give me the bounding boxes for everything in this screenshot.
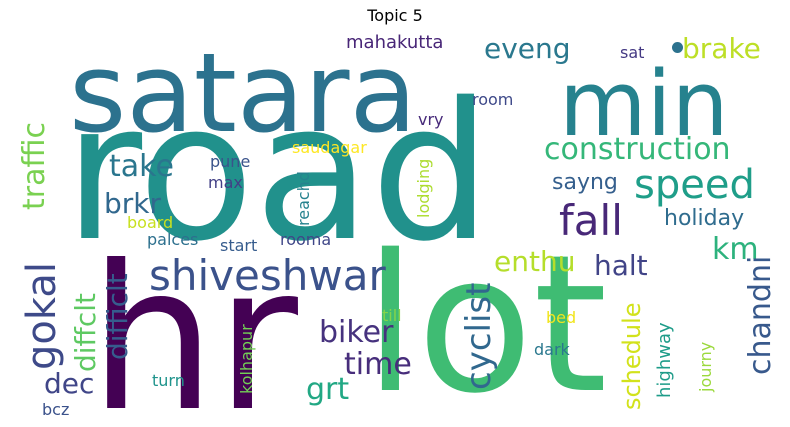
word-construction: construction — [544, 132, 731, 167]
word-cyclist: cyclist — [459, 282, 499, 390]
word-fall: fall — [559, 196, 623, 245]
word-bcz: bcz — [42, 400, 70, 418]
word-max: max — [208, 173, 243, 192]
word-start: start — [220, 236, 258, 255]
word-rooma: rooma — [280, 230, 332, 249]
word-min: min — [559, 52, 729, 157]
word-traffic: traffic — [17, 122, 52, 210]
word-till: till — [382, 306, 402, 325]
word-time: time — [344, 347, 412, 382]
word-difficlt: difficlt — [101, 273, 134, 360]
word-halt: halt — [594, 249, 648, 282]
word-chandni: chandni — [743, 255, 778, 375]
word-road: road — [64, 62, 492, 283]
word-enthu: enthu — [494, 245, 576, 278]
word-schedule: schedule — [618, 302, 646, 410]
word-hr: hr — [89, 223, 298, 419]
word-sayng: sayng — [552, 170, 618, 195]
word-dot — [672, 42, 683, 53]
word-cloud: road hr lot satara min shiveshwar speed … — [14, 30, 786, 419]
word-kolhapur: kolhapur — [237, 324, 256, 394]
word-dec: dec — [44, 367, 95, 400]
word-reachd: reachd — [294, 171, 313, 226]
word-board: board — [127, 213, 174, 232]
word-shiveshwar: shiveshwar — [149, 251, 386, 300]
word-eveng: eveng — [484, 32, 571, 65]
word-biker: biker — [319, 315, 394, 350]
word-take: take — [109, 149, 174, 184]
word-journy: journy — [696, 341, 715, 392]
word-brake: brake — [682, 32, 761, 65]
word-brkr: brkr — [104, 187, 162, 220]
word-saudagar: saudagar — [292, 138, 367, 157]
word-lodging: lodging — [414, 158, 433, 218]
word-highway: highway — [654, 322, 675, 398]
word-gokal: gokal — [19, 262, 65, 370]
chart-title: Topic 5 — [367, 6, 423, 25]
word-grt: grt — [306, 372, 350, 407]
word-speed: speed — [634, 162, 755, 208]
word-km: km — [712, 232, 759, 267]
word-sat: sat — [620, 43, 645, 62]
word-bed: bed — [546, 308, 577, 327]
word-dark: dark — [534, 340, 570, 359]
word-vry: vry — [418, 110, 444, 129]
word-mahakutta: mahakutta — [346, 32, 444, 53]
word-room: room — [472, 90, 514, 109]
word-palces: palces — [147, 230, 199, 249]
word-satara: satara — [69, 30, 417, 157]
word-diffclt: diffclt — [69, 293, 102, 372]
word-holiday: holiday — [664, 206, 745, 231]
word-turn: turn — [152, 371, 185, 390]
word-lot: lot — [364, 214, 608, 419]
word-pune: pune — [210, 152, 251, 171]
